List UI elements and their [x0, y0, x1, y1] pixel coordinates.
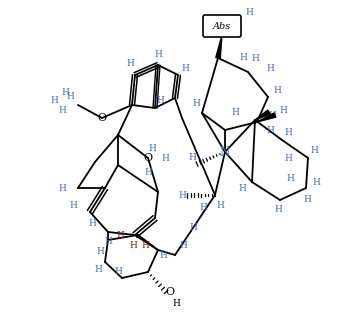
Text: O: O — [165, 287, 175, 297]
Text: H: H — [178, 191, 186, 200]
Text: H: H — [245, 7, 253, 16]
Text: H: H — [274, 205, 282, 214]
Polygon shape — [216, 35, 222, 58]
Text: H: H — [181, 64, 189, 72]
Text: H: H — [266, 64, 274, 72]
Polygon shape — [257, 113, 276, 122]
Text: H: H — [284, 153, 292, 162]
Text: Abs: Abs — [213, 22, 231, 30]
Text: H: H — [58, 183, 66, 193]
Text: H: H — [286, 173, 294, 182]
Text: H: H — [310, 145, 318, 154]
Text: H: H — [251, 54, 259, 62]
Text: H: H — [284, 128, 292, 137]
Text: H: H — [172, 299, 180, 308]
Text: H: H — [189, 224, 197, 233]
Text: H: H — [129, 241, 137, 249]
Text: H: H — [312, 178, 320, 186]
Text: H: H — [96, 247, 104, 256]
Text: H: H — [69, 201, 77, 210]
Text: H: H — [144, 168, 152, 176]
Text: H: H — [154, 49, 162, 58]
Text: H: H — [161, 153, 169, 162]
Text: H: H — [231, 108, 239, 117]
Text: H: H — [61, 88, 69, 97]
FancyBboxPatch shape — [203, 15, 241, 37]
Text: N: N — [220, 145, 230, 159]
Text: H: H — [141, 241, 149, 249]
Text: H: H — [238, 183, 246, 193]
Text: H: H — [66, 91, 74, 100]
Text: H: H — [148, 143, 156, 152]
Text: H: H — [50, 96, 58, 105]
Text: H: H — [159, 251, 167, 259]
Text: H: H — [303, 195, 311, 204]
Text: H: H — [126, 58, 134, 68]
Text: H: H — [94, 266, 102, 275]
Text: H: H — [216, 201, 224, 210]
Text: H: H — [273, 86, 281, 95]
Text: H: H — [88, 218, 96, 227]
Text: H: H — [266, 126, 274, 134]
Text: H: H — [268, 110, 276, 120]
Text: O: O — [98, 113, 107, 123]
Polygon shape — [255, 110, 270, 120]
Text: H: H — [188, 152, 196, 162]
Text: H: H — [116, 231, 124, 239]
Text: H: H — [156, 96, 164, 105]
Text: H: H — [239, 53, 247, 61]
Text: H: H — [179, 241, 187, 249]
Text: O: O — [144, 153, 152, 163]
Text: H: H — [199, 203, 207, 212]
Text: H: H — [104, 237, 112, 246]
Text: H: H — [279, 106, 287, 114]
Text: H: H — [58, 106, 66, 114]
Text: H: H — [114, 267, 122, 276]
Text: H: H — [192, 99, 200, 108]
